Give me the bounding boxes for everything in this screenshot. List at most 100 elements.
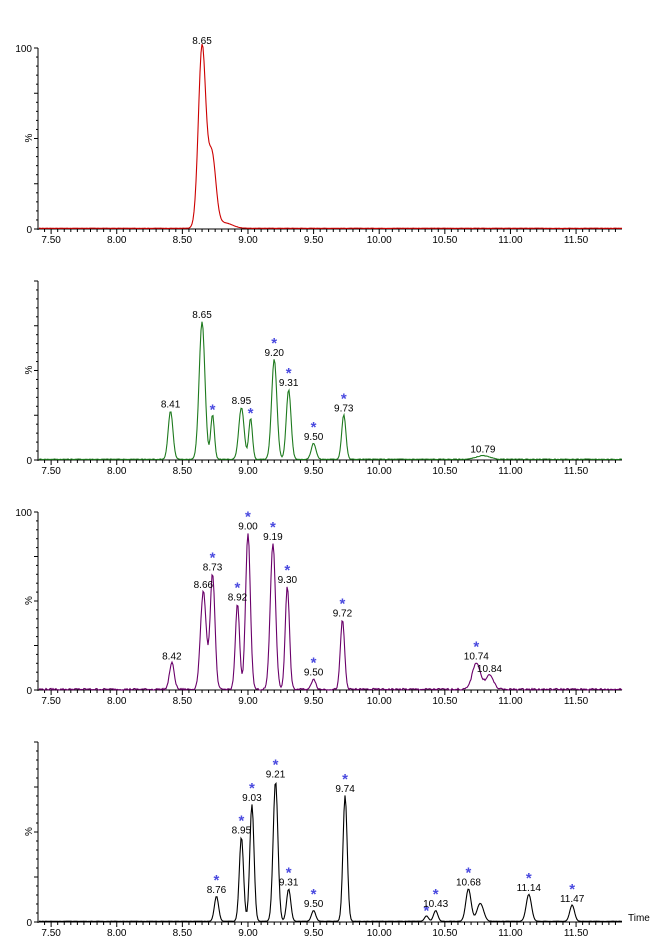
y-axis-label: % (24, 596, 35, 605)
peak-label: 8.95 (232, 396, 252, 407)
y-tick-label: 0 (26, 918, 32, 929)
star-marker: * (341, 390, 347, 407)
x-tick-label: 7.50 (41, 235, 61, 246)
x-tick-label: 8.00 (107, 928, 127, 939)
peak-label: 8.66 (194, 580, 214, 591)
star-marker: * (286, 865, 292, 882)
x-tick-label: 9.00 (238, 466, 258, 477)
star-marker: * (433, 886, 439, 903)
chromatogram-panel-1: 100 0% 7.50 8.00 8.50 9.00 9.50 10.00 10.50 11.00… (15, 36, 623, 246)
star-marker: * (284, 562, 290, 579)
star-marker: * (210, 549, 216, 566)
y-tick-label: 0 (26, 456, 32, 467)
peak-label: 10.43 (423, 899, 448, 910)
chromatogram-panel-3: 100 0% 7.50 8.00 8.50 9.00 9.50 10.00 10.50 11.00… (15, 508, 623, 707)
chromatogram-trace (38, 321, 622, 461)
x-tick-label: 9.50 (304, 928, 324, 939)
star-marker: * (424, 903, 430, 920)
y-tick-label: 0 (26, 686, 32, 697)
peak-label: 8.65 (192, 36, 212, 47)
x-tick-label: 11.00 (498, 928, 523, 939)
star-marker: * (311, 886, 317, 903)
x-tick-label: 8.00 (107, 466, 127, 477)
peak-label: 10.84 (477, 664, 502, 675)
y-tick-label: 0 (26, 225, 32, 236)
x-tick-label: 10.00 (367, 696, 392, 707)
star-marker: * (245, 508, 251, 525)
x-tick-label: 11.00 (498, 235, 523, 246)
chromatogram-trace (38, 533, 623, 692)
peak-label: 9.20 (264, 348, 284, 359)
star-marker: * (340, 596, 346, 613)
peak-label: 10.74 (464, 651, 489, 662)
x-tick-label: 7.50 (41, 928, 61, 939)
star-marker: * (214, 872, 220, 889)
peak-label: 8.73 (203, 562, 223, 573)
star-marker: * (270, 519, 276, 536)
peak-label: 9.50 (304, 667, 324, 678)
peak-label: 9.50 (304, 899, 324, 910)
chromatogram-panel-4: 0% 7.50 8.00 8.50 9.00 9.50 10.00 10.50 11.00 11.… (24, 741, 650, 939)
x-tick-label: 9.50 (304, 466, 324, 477)
peak-label: 9.72 (333, 609, 353, 620)
x-tick-label: 8.50 (173, 466, 193, 477)
peak-label: 9.73 (334, 403, 354, 414)
chromatogram-panel-2: 0% 7.50 8.00 8.50 9.00 9.50 10.00 10.50 11.00 11.… (24, 280, 622, 477)
peak-label: 9.50 (304, 432, 324, 443)
peak-label: 9.31 (279, 378, 299, 389)
x-tick-label: 9.50 (304, 235, 324, 246)
star-marker: * (342, 771, 348, 788)
peak-label: 9.19 (263, 532, 283, 543)
x-tick-label: 11.50 (564, 928, 589, 939)
star-marker: * (473, 638, 479, 655)
x-tick-label: 10.00 (367, 235, 392, 246)
peak-label: 8.92 (228, 593, 248, 604)
peak-label: 9.30 (278, 575, 298, 586)
x-axis-label: Time (628, 913, 650, 924)
x-tick-label: 10.00 (367, 466, 392, 477)
peak-label: 9.00 (238, 521, 258, 532)
star-marker: * (273, 757, 279, 774)
peak-label: 11.14 (517, 883, 542, 894)
x-tick-label: 7.50 (41, 696, 61, 707)
x-tick-label: 8.50 (173, 696, 193, 707)
x-tick-label: 11.00 (498, 696, 523, 707)
peak-label: 9.74 (335, 784, 355, 795)
x-tick-label: 9.00 (238, 928, 258, 939)
peak-label: 9.03 (242, 793, 262, 804)
x-tick-label: 8.00 (107, 696, 127, 707)
star-marker: * (248, 405, 254, 422)
star-marker: * (286, 365, 292, 382)
peak-label: 8.65 (192, 310, 212, 321)
chromatogram-trace (39, 43, 623, 229)
x-tick-label: 9.00 (238, 235, 258, 246)
x-tick-label: 11.50 (564, 235, 589, 246)
peak-label: 9.31 (279, 878, 299, 889)
y-axis-label: % (24, 366, 35, 375)
x-tick-label: 10.50 (432, 696, 457, 707)
x-tick-label: 11.50 (564, 696, 589, 707)
x-tick-label: 9.50 (304, 696, 324, 707)
x-tick-label: 9.00 (238, 696, 258, 707)
peak-label: 9.21 (266, 770, 286, 781)
peak-label: 8.95 (232, 825, 252, 836)
x-tick-label: 7.50 (41, 466, 61, 477)
star-marker: * (311, 654, 317, 671)
x-tick-label: 8.00 (107, 235, 127, 246)
peak-label: 10.79 (470, 444, 495, 455)
y-tick-label: 100 (15, 508, 32, 519)
x-tick-label: 8.50 (173, 235, 193, 246)
x-tick-label: 10.50 (432, 466, 457, 477)
x-tick-label: 10.00 (367, 928, 392, 939)
x-tick-label: 8.50 (173, 928, 193, 939)
x-tick-label: 11.50 (564, 466, 589, 477)
star-marker: * (249, 780, 255, 797)
peak-label: 10.68 (456, 878, 481, 889)
star-marker: * (466, 865, 472, 882)
star-marker: * (569, 881, 575, 898)
peak-label: 8.41 (161, 400, 181, 411)
star-marker: * (238, 812, 244, 829)
y-axis-label: % (24, 134, 35, 143)
